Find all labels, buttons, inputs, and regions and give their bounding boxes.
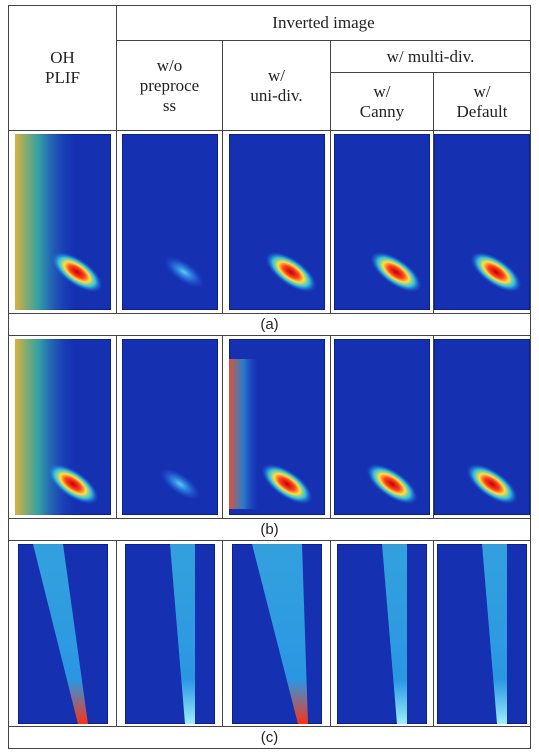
image-cell: [223, 131, 331, 314]
glow: [229, 359, 259, 509]
pseudo-color-image: [229, 339, 325, 515]
glow: [15, 134, 75, 310]
image-background: [437, 544, 527, 724]
header-text: w/: [434, 82, 530, 102]
image-cell: [9, 541, 117, 727]
header-text: Canny: [331, 102, 433, 122]
image-background: [337, 544, 427, 724]
header-cell: w/Canny: [331, 73, 434, 131]
image-row: [9, 336, 531, 519]
header-text: OH: [9, 48, 116, 68]
pseudo-color-image: [334, 339, 430, 515]
page: OHPLIF Inverted image w/opreprocess w/un…: [0, 0, 539, 753]
header-text: preproce: [117, 76, 222, 96]
pseudo-color-image: [18, 544, 108, 724]
pseudo-color-image: [437, 544, 527, 724]
image-cell: [434, 336, 531, 519]
caption: (b): [9, 519, 531, 541]
header-text: uni-div.: [223, 86, 330, 106]
image-row: [9, 541, 531, 727]
pseudo-color-image: [122, 134, 218, 310]
header-text: PLIF: [9, 68, 116, 88]
header-cell: w/uni-div.: [223, 41, 331, 131]
pseudo-color-image: [337, 544, 427, 724]
pseudo-color-image: [125, 544, 215, 724]
image-cell: [223, 336, 331, 519]
image-cell: [117, 541, 223, 727]
image-cell: [331, 131, 434, 314]
header-text: w/o: [117, 56, 222, 76]
image-cell: [331, 541, 434, 727]
image-cell: [117, 131, 223, 314]
header-text: w/: [223, 66, 330, 86]
caption: (a): [9, 314, 531, 336]
pseudo-color-image: [334, 134, 430, 310]
header-text: ss: [117, 96, 222, 116]
image-cell: [9, 336, 117, 519]
header-cell: Inverted image: [117, 6, 531, 41]
pseudo-color-image: [434, 134, 530, 310]
image-cell: [434, 541, 531, 727]
header-text: w/: [331, 82, 433, 102]
header-cell: w/ multi-div.: [331, 41, 531, 73]
pseudo-color-image: [434, 339, 530, 515]
image-cell: [331, 336, 434, 519]
image-row: [9, 131, 531, 314]
pseudo-color-image: [15, 134, 111, 310]
header-text: Default: [434, 102, 530, 122]
image-background: [125, 544, 215, 724]
image-cell: [434, 131, 531, 314]
pseudo-color-image: [229, 134, 325, 310]
image-cell: [117, 336, 223, 519]
pseudo-color-image: [15, 339, 111, 515]
image-cell: [9, 131, 117, 314]
pseudo-color-image: [122, 339, 218, 515]
header-cell: w/Default: [434, 73, 531, 131]
caption: (c): [9, 727, 531, 749]
image-cell: [223, 541, 331, 727]
pseudo-color-image: [232, 544, 322, 724]
